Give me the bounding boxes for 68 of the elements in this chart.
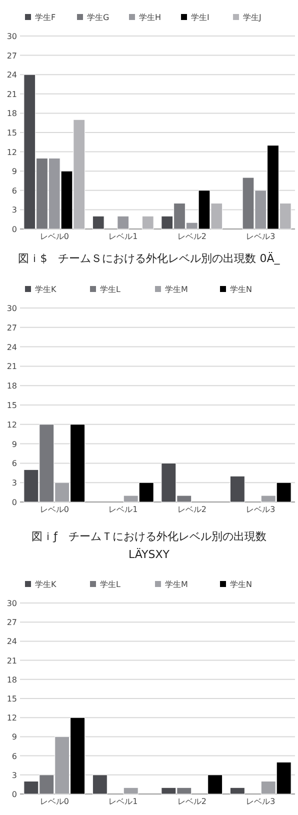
chart-title: 図ｉ$ チームＳにおける外化レベル別の出現数 0Ä_ [18, 251, 280, 265]
y-tick-label: 21 [6, 362, 17, 372]
legend-label: 学生L [100, 285, 121, 294]
legend-label: 学生K [35, 285, 57, 294]
y-tick-label: 6 [12, 752, 17, 761]
bar [92, 216, 104, 230]
y-tick-label: 0 [12, 790, 17, 799]
y-tick-label: 21 [6, 90, 17, 99]
y-tick-label: 3 [12, 206, 17, 215]
y-tick-label: 21 [6, 656, 17, 666]
y-tick-label: 30 [6, 599, 17, 608]
x-tick-label: レベル3 [246, 505, 276, 514]
y-tick-label: 9 [12, 167, 17, 176]
y-tick-label: 24 [6, 637, 17, 646]
x-tick-label: レベル2 [177, 232, 206, 241]
bar [208, 774, 223, 794]
x-tick-label: レベル0 [40, 232, 69, 241]
y-tick-label: 12 [6, 714, 17, 723]
y-tick-label: 27 [6, 323, 17, 332]
y-tick-label: 30 [6, 304, 17, 313]
y-tick-label: 6 [12, 459, 17, 468]
bar [123, 787, 138, 794]
y-tick-label: 18 [6, 109, 17, 118]
y-tick-label: 0 [12, 225, 17, 234]
y-tick-label: 9 [12, 732, 17, 742]
y-tick-label: 27 [6, 618, 17, 628]
legend-label: 学生I [191, 13, 210, 22]
y-tick-label: 6 [12, 186, 17, 196]
bar [230, 787, 245, 794]
y-tick-label: 18 [6, 382, 17, 391]
y-tick-label: 24 [6, 70, 17, 80]
x-tick-label: レベル1 [108, 505, 138, 514]
chart-subtitle: LÄYSXY [128, 547, 170, 561]
y-tick-label: 3 [12, 478, 17, 488]
legend-label: 学生F [35, 13, 56, 22]
x-tick-label: レベル3 [246, 797, 276, 806]
x-tick-label: レベル2 [177, 505, 206, 514]
y-tick-label: 3 [12, 770, 17, 780]
x-tick-label: レベル3 [246, 232, 276, 241]
legend-label: 学生J [243, 13, 262, 22]
legend-label: 学生G [87, 13, 110, 22]
legend-label: 学生K [35, 580, 57, 589]
bar [92, 774, 108, 794]
y-tick-label: 15 [6, 401, 17, 410]
y-tick-label: 18 [6, 675, 17, 684]
y-tick-label: 12 [6, 148, 17, 157]
legend-label: 学生M [165, 580, 188, 589]
chart-title: 図ｉƒ チームＴにおける外化レベル別の出現数 [32, 530, 266, 543]
y-tick-label: 9 [12, 440, 17, 449]
legend-label: 学生L [100, 580, 121, 589]
bar [230, 476, 245, 502]
y-tick-label: 15 [6, 694, 17, 704]
x-tick-label: レベル0 [40, 505, 69, 514]
legend-label: 学生N [230, 285, 252, 294]
legend-label: 学生N [230, 580, 252, 589]
y-tick-label: 24 [6, 342, 17, 352]
bar [142, 216, 154, 230]
y-tick-label: 30 [6, 32, 17, 41]
x-tick-label: レベル1 [108, 232, 138, 241]
legend-label: 学生M [165, 285, 188, 294]
legend-label: 学生H [139, 13, 162, 22]
y-tick-label: 27 [6, 51, 17, 60]
y-tick-label: 0 [12, 498, 17, 507]
y-tick-label: 15 [6, 128, 17, 138]
x-tick-label: レベル2 [177, 797, 206, 806]
y-tick-label: 12 [6, 420, 17, 430]
x-tick-label: レベル0 [40, 797, 69, 806]
x-tick-label: レベル1 [108, 797, 138, 806]
